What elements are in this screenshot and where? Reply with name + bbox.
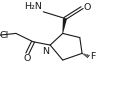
- Text: O: O: [82, 3, 90, 12]
- Text: O: O: [24, 54, 31, 63]
- Text: Cl: Cl: [0, 31, 9, 40]
- Text: N: N: [42, 47, 49, 56]
- Text: H₂N: H₂N: [24, 2, 42, 11]
- Polygon shape: [62, 18, 66, 33]
- Text: F: F: [89, 52, 95, 61]
